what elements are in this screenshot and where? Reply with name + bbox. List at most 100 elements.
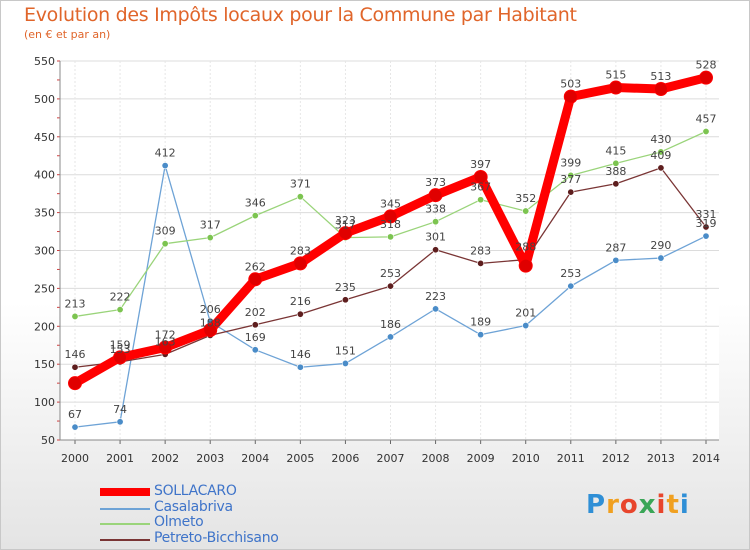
data-point-petreto-bicchisano xyxy=(71,363,79,371)
data-label-olmeto: 352 xyxy=(515,192,536,205)
data-label-sollacaro: 513 xyxy=(650,70,671,83)
data-point-olmeto xyxy=(477,196,485,204)
data-point-olmeto xyxy=(116,306,124,314)
data-label-casalabriva: 186 xyxy=(380,318,401,331)
legend-label-petreto-bicchisano: Petreto-Bicchisano xyxy=(154,529,279,546)
x-tick-label: 2001 xyxy=(106,452,134,465)
data-label-petreto-bicchisano: 301 xyxy=(425,231,446,244)
data-point-casalabriva xyxy=(161,162,169,170)
data-label-casalabriva: 253 xyxy=(560,267,581,280)
legend-swatch-petreto-bicchisano xyxy=(100,538,150,541)
data-label-casalabriva: 146 xyxy=(290,348,311,361)
data-point-sollacaro xyxy=(608,80,623,95)
data-label-sollacaro: 159 xyxy=(110,338,131,351)
data-label-casalabriva: 287 xyxy=(605,241,626,254)
data-label-petreto-bicchisano: 202 xyxy=(245,306,266,319)
x-tick-label: 2007 xyxy=(377,452,405,465)
data-label-casalabriva: 189 xyxy=(470,316,491,329)
data-label-casalabriva: 67 xyxy=(68,408,82,421)
data-label-casalabriva: 151 xyxy=(335,344,356,357)
y-tick-label: 100 xyxy=(34,396,55,409)
legend-swatch-olmeto xyxy=(100,523,150,525)
x-tick-label: 2013 xyxy=(647,452,675,465)
data-point-olmeto xyxy=(386,233,394,241)
data-point-sollacaro xyxy=(293,256,308,271)
data-point-casalabriva xyxy=(657,254,665,262)
data-label-casalabriva: 319 xyxy=(696,217,717,230)
data-label-sollacaro: 283 xyxy=(290,244,311,257)
data-labels: 159 172 262 283 323 345 373 397 503 515 513 528 67 74… xyxy=(65,59,717,421)
data-label-sollacaro: 172 xyxy=(155,329,176,342)
series-layer xyxy=(68,70,713,431)
series-sollacaro xyxy=(68,70,713,391)
data-point-olmeto xyxy=(612,159,620,167)
logo-letter: i xyxy=(656,490,667,520)
data-point-sollacaro xyxy=(473,169,488,184)
data-point-sollacaro xyxy=(68,376,82,391)
data-point-petreto-bicchisano xyxy=(612,180,620,188)
data-label-olmeto: 317 xyxy=(200,219,221,232)
data-label-olmeto: 338 xyxy=(425,203,446,216)
data-point-casalabriva xyxy=(522,322,530,330)
data-point-petreto-bicchisano xyxy=(251,321,259,329)
y-tick-label: 450 xyxy=(34,131,55,144)
data-label-sollacaro: 528 xyxy=(696,59,717,72)
data-point-olmeto xyxy=(206,234,214,242)
data-point-olmeto xyxy=(71,312,79,320)
y-tick-label: 250 xyxy=(34,282,55,295)
data-point-olmeto xyxy=(296,193,304,201)
data-point-casalabriva xyxy=(296,363,304,371)
data-label-sollacaro: 262 xyxy=(245,260,266,273)
legend-swatch-sollacaro xyxy=(100,488,150,496)
logo-letter: P xyxy=(586,490,607,520)
data-label-petreto-bicchisano: 288 xyxy=(515,241,536,254)
data-label-casalabriva: 206 xyxy=(200,303,221,316)
data-point-olmeto xyxy=(161,240,169,248)
data-point-petreto-bicchisano xyxy=(657,164,665,172)
data-label-olmeto: 213 xyxy=(65,297,86,310)
data-label-sollacaro: 397 xyxy=(470,158,491,171)
data-point-sollacaro xyxy=(113,350,128,365)
data-label-petreto-bicchisano: 216 xyxy=(290,295,311,308)
x-tick-label: 2010 xyxy=(512,452,540,465)
data-label-petreto-bicchisano: 153 xyxy=(110,343,131,356)
data-label-casalabriva: 412 xyxy=(155,147,176,160)
data-label-olmeto: 367 xyxy=(470,181,491,194)
data-point-petreto-bicchisano xyxy=(477,259,485,267)
data-label-casalabriva: 201 xyxy=(515,307,536,320)
data-point-petreto-bicchisano xyxy=(341,296,349,304)
data-point-sollacaro xyxy=(563,89,578,104)
data-point-olmeto xyxy=(432,218,440,226)
data-label-petreto-bicchisano: 409 xyxy=(650,149,671,162)
data-point-olmeto xyxy=(251,212,259,220)
logo-letter: o xyxy=(619,490,639,520)
legend-label-sollacaro: SOLLACARO xyxy=(154,483,237,499)
data-label-olmeto: 222 xyxy=(110,291,131,304)
data-label-petreto-bicchisano: 163 xyxy=(155,335,176,348)
data-point-petreto-bicchisano xyxy=(386,282,394,290)
y-tick-label: 350 xyxy=(34,207,55,220)
data-label-olmeto: 318 xyxy=(380,218,401,231)
x-tick-label: 2002 xyxy=(151,452,179,465)
data-label-casalabriva: 169 xyxy=(245,331,266,344)
data-point-sollacaro xyxy=(383,209,398,224)
legend-swatch-casalabriva xyxy=(100,507,150,510)
data-point-olmeto xyxy=(522,207,530,215)
data-label-olmeto: 346 xyxy=(245,197,266,210)
y-tick-label: 300 xyxy=(34,245,55,258)
data-point-casalabriva xyxy=(477,331,485,339)
logo-letter: t xyxy=(666,490,680,520)
y-tick-label: 150 xyxy=(34,358,55,371)
data-point-casalabriva xyxy=(251,346,259,354)
data-label-sollacaro: 373 xyxy=(425,176,446,189)
x-tick-label: 2009 xyxy=(467,452,495,465)
y-tick-label: 400 xyxy=(34,169,55,182)
legend-label-casalabriva: Casalabriva xyxy=(154,498,233,515)
data-label-olmeto: 415 xyxy=(605,144,626,157)
x-tick-label: 2011 xyxy=(557,452,585,465)
axes: 50 100 150 200 250 300 350 400 450 500 550 2000 2001… xyxy=(34,55,720,465)
data-point-sollacaro xyxy=(338,226,353,241)
data-point-casalabriva xyxy=(386,333,394,341)
data-label-petreto-bicchisano: 377 xyxy=(560,173,581,186)
